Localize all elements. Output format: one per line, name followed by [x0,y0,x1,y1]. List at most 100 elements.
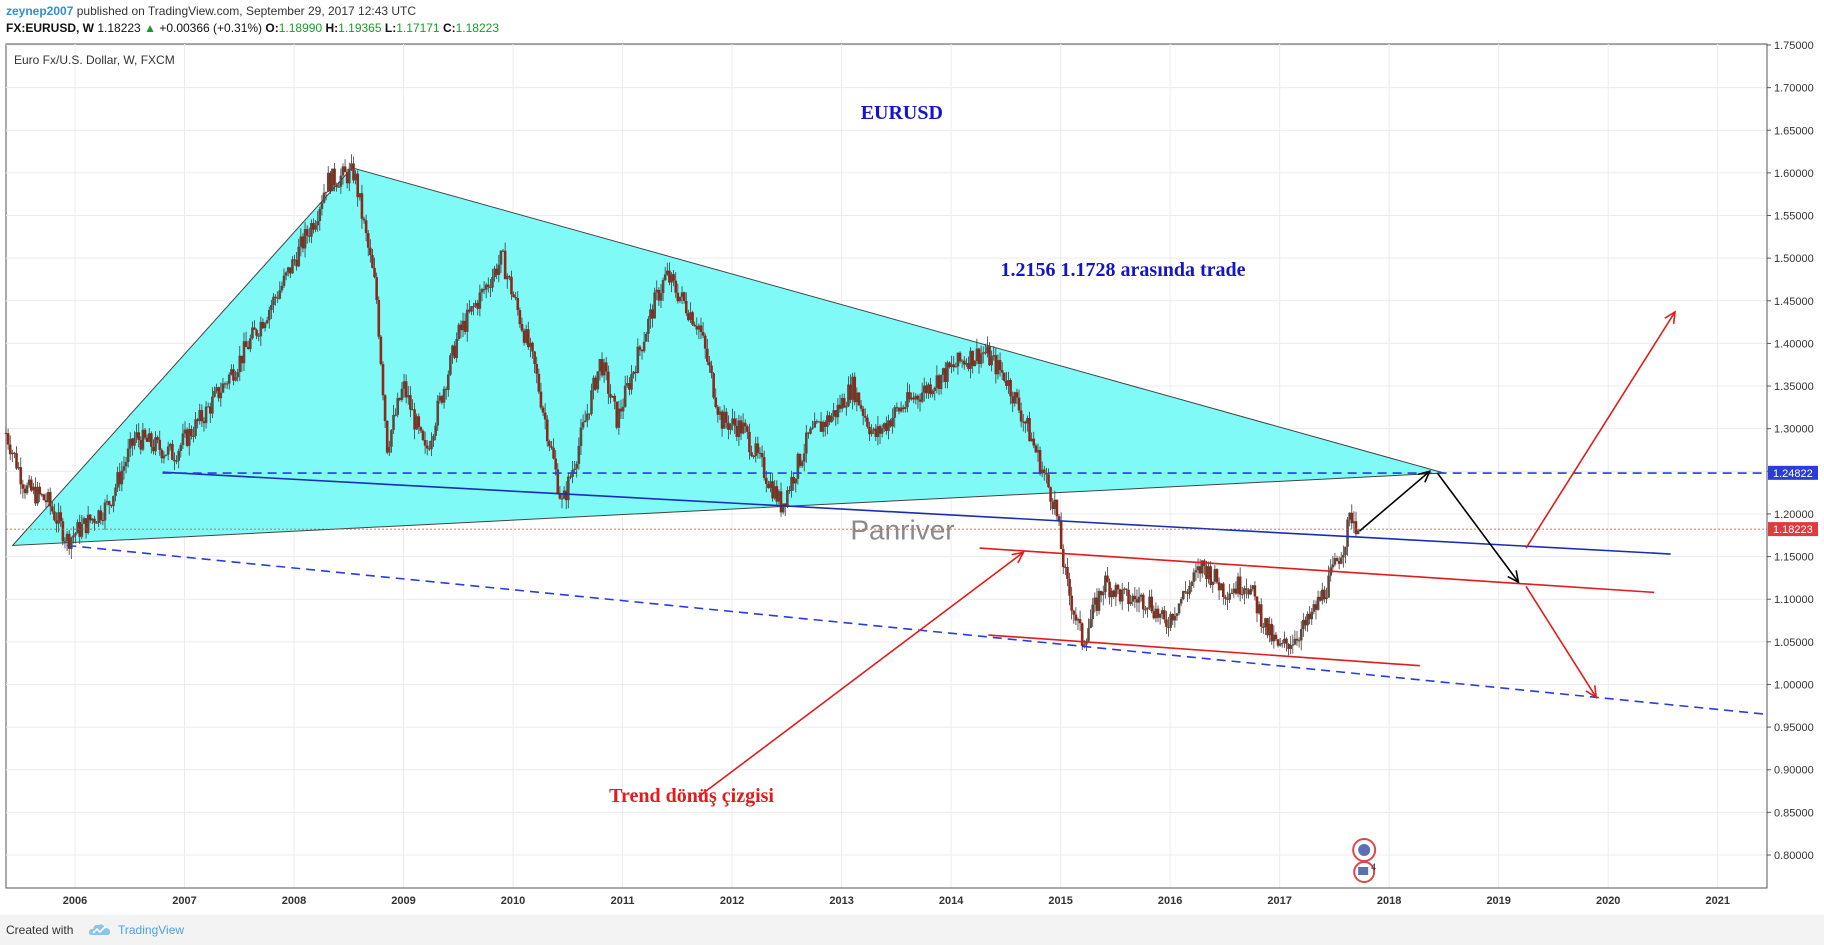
candle-body [411,409,414,411]
candle-body [436,400,440,426]
candle-body [430,440,433,450]
arrow-line[interactable] [697,551,1024,798]
x-tick-label: 2020 [1596,895,1620,907]
candle-body [1093,597,1097,605]
candle-body [486,284,490,287]
candle-body [929,384,932,395]
candle-body [1264,618,1267,628]
event-globe-icon[interactable] [1352,838,1377,862]
candle-body [575,463,579,469]
candle-body [842,397,846,408]
trend-line-red-upper[interactable] [979,547,1655,594]
event-flag-icon[interactable]: 4 [1353,861,1376,883]
candle-body [906,392,909,408]
trend-line-lower-blue-solid[interactable] [162,471,1671,555]
candle-body [179,445,183,452]
candle-body [512,294,515,298]
arrow-line[interactable] [1525,311,1676,549]
candle-body [1247,589,1250,595]
arrow-line[interactable] [1436,472,1520,583]
candle-body [769,481,772,489]
drawing-lines[interactable] [6,310,1768,798]
candle-body [1049,487,1052,502]
candle-body [889,420,892,427]
candle-body [916,395,920,400]
tradingview-cloud-icon[interactable] [88,922,112,938]
candle-body [213,390,216,397]
candle-body [1139,594,1143,597]
candle-body [322,192,326,203]
candle-body [48,492,52,507]
candle-body [1310,611,1314,620]
candle-body [845,406,848,408]
candle-body [465,309,469,332]
candle-body [1238,576,1242,595]
candle-body [246,346,250,350]
candle-body [706,348,709,362]
candle-body [609,393,612,398]
candle-body [320,202,324,210]
candle-body [249,338,252,350]
candle-body [758,452,762,454]
candle-body [337,186,341,188]
candle-body [697,325,701,330]
instrument-label: Euro Fx/U.S. Dollar, W, FXCM [14,53,175,67]
candle-body [489,286,492,288]
candle-body [478,292,482,309]
candle-body [305,229,309,236]
candle-body [164,454,168,456]
candle-body [61,521,65,542]
candle-body [1112,590,1116,597]
tradingview-link[interactable]: TradingView [118,923,185,937]
arrow-line[interactable] [1525,585,1597,698]
candle-body [1327,575,1330,598]
candle-body [74,533,77,536]
candle-body [400,388,404,400]
x-tick-label: 2010 [501,895,525,907]
candle-body [771,481,774,499]
candle-body [1064,566,1067,568]
candle-body [1228,593,1231,600]
candle-body [792,476,795,484]
trend-line-red-lower[interactable] [988,634,1420,667]
candle-body [333,168,336,186]
y-tick-label: 1.35000 [1774,381,1814,393]
candle-body [105,501,109,503]
candle-body [1019,410,1023,422]
candle-body [15,453,18,469]
candle-body [998,360,1002,371]
candle-body [790,476,793,491]
candle-body [1200,560,1204,574]
candle-body [716,407,720,415]
candle-body [345,172,349,184]
candle-body [196,419,199,422]
candle-body [301,236,305,249]
candle-body [634,371,638,374]
candle-body [832,410,835,417]
candle-body [786,490,789,507]
candle-body [470,306,473,312]
arrow-head-icon [1507,570,1520,584]
x-tick-label: 2011 [611,895,635,907]
candle-body [1219,583,1223,591]
candle-body [1285,638,1288,644]
y-tick-label: 1.20000 [1774,509,1814,521]
candle-body [798,453,802,467]
candle-body [19,467,23,485]
candle-body [432,435,435,441]
author-link[interactable]: zeynep2007 [6,4,74,18]
candle-body [977,348,981,364]
candle-body [678,296,682,302]
candle-body [756,443,760,453]
candle-body [952,364,956,368]
arrow-line[interactable] [1359,470,1431,532]
candle-body [897,408,901,412]
candle-body [242,341,246,364]
candle-body [746,426,749,432]
candle-body [1137,596,1141,603]
candle-body [257,335,261,337]
y-tick-label: 1.10000 [1774,594,1814,606]
candle-body [499,250,503,265]
candle-body [347,168,351,184]
